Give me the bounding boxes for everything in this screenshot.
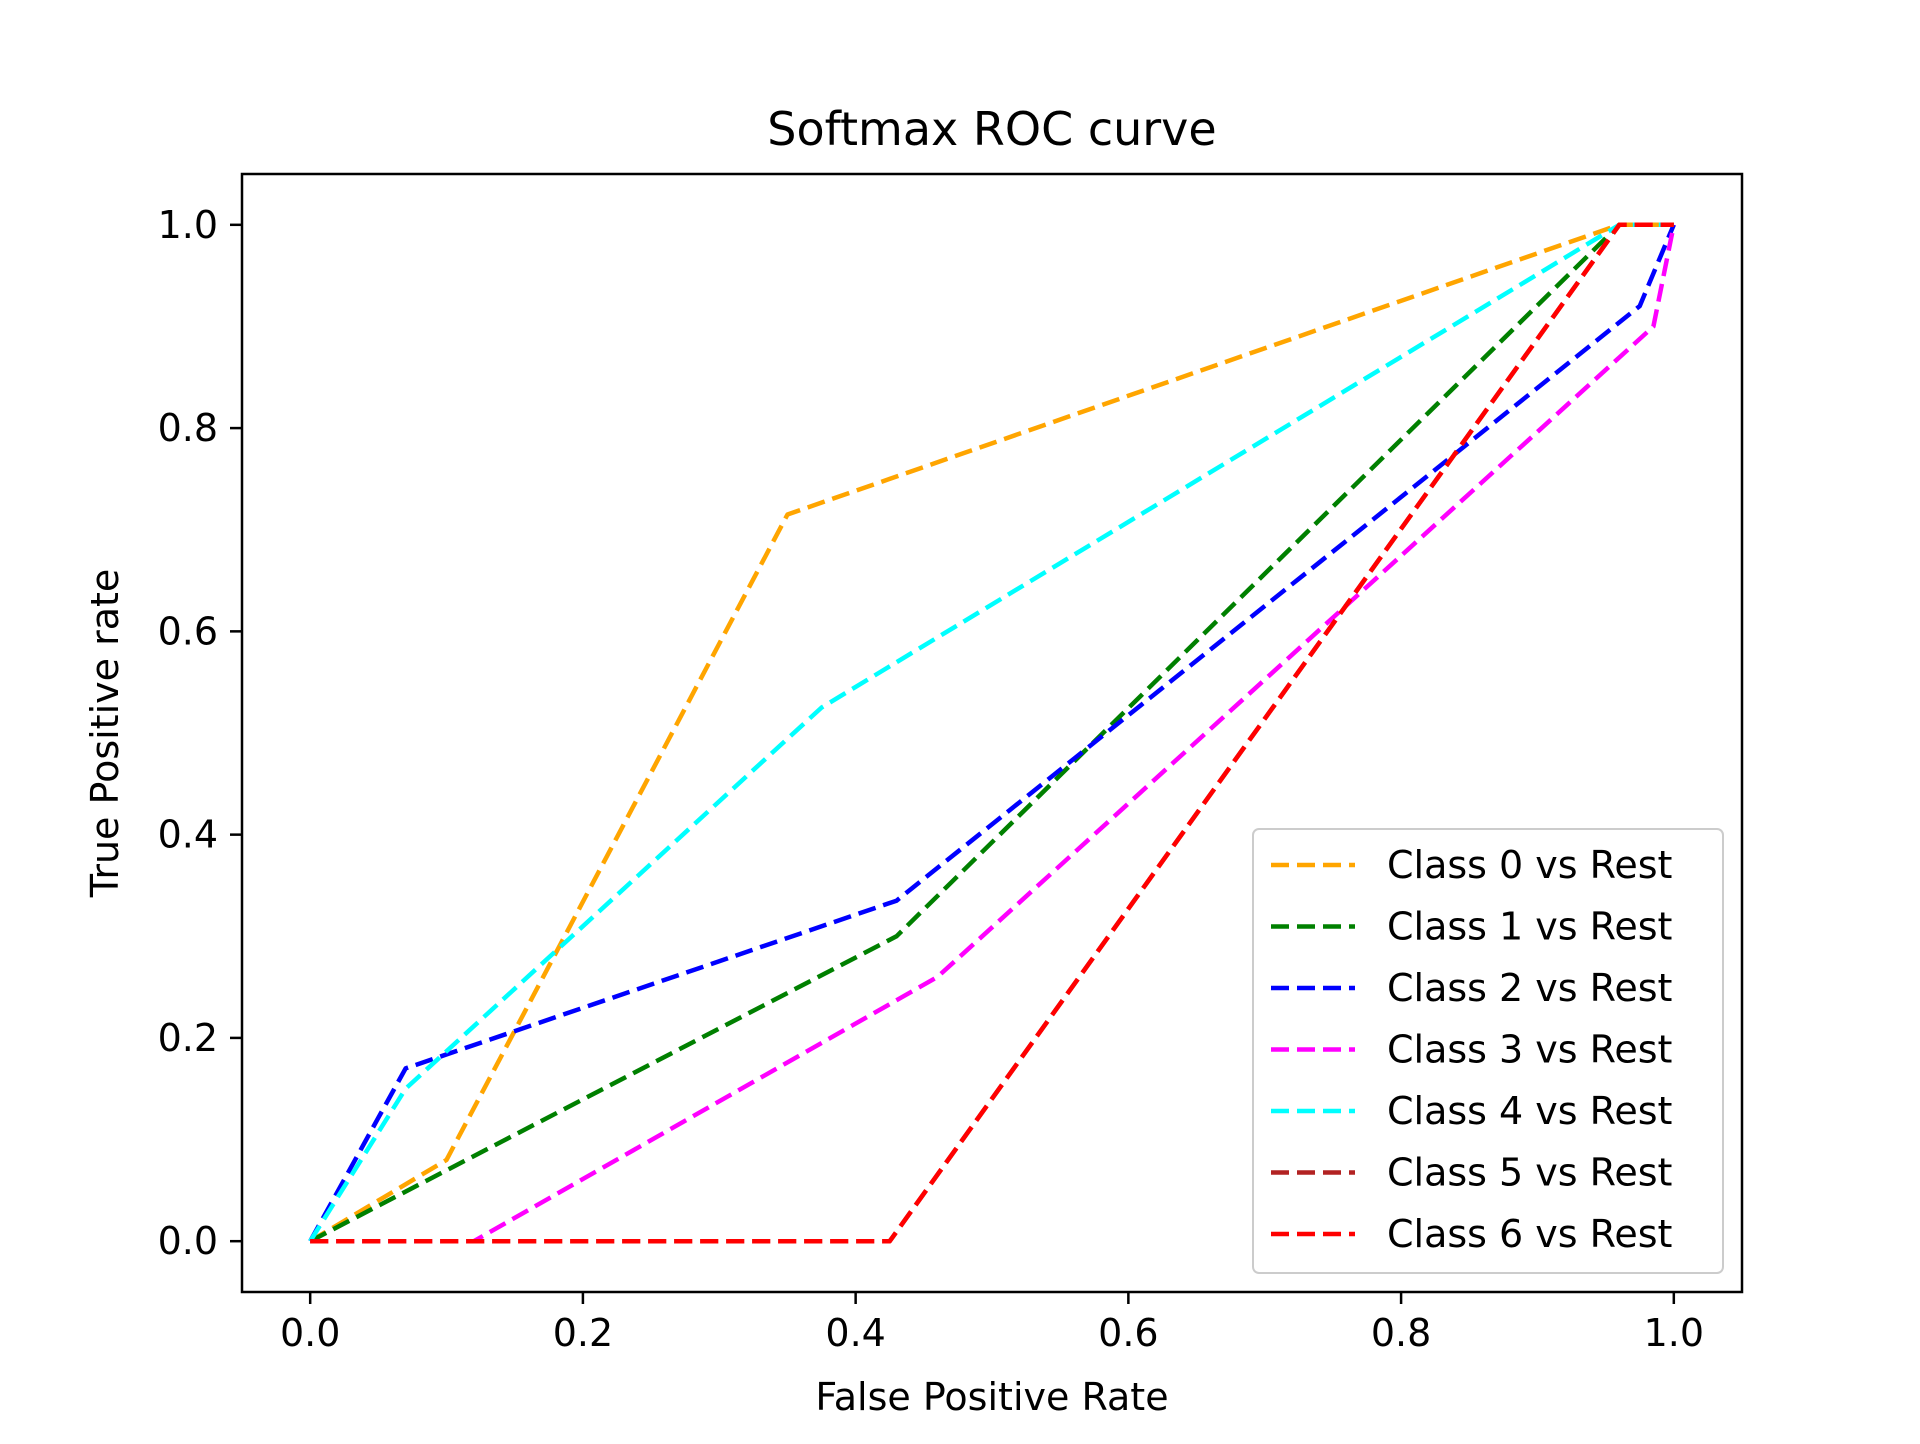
chart-title: Softmax ROC curve <box>767 102 1216 156</box>
legend-label-class-0: Class 0 vs Rest <box>1387 843 1672 887</box>
legend-label-class-5: Class 5 vs Rest <box>1387 1151 1672 1195</box>
legend: Class 0 vs Rest Class 1 vs Rest Class 2 vs… <box>1252 828 1724 1274</box>
y-tick-label: 0.2 <box>158 1016 218 1060</box>
legend-box <box>1252 828 1724 1274</box>
y-tick-label: 0.4 <box>158 813 218 857</box>
y-tick-label: 0.8 <box>158 406 218 450</box>
x-tick-label: 0.8 <box>1371 1311 1431 1355</box>
x-tick-label: 0.4 <box>825 1311 885 1355</box>
x-tick-label: 0.2 <box>553 1311 613 1355</box>
x-axis-ticks: 0.0 0.2 0.4 0.6 0.8 1.0 <box>280 1292 1704 1355</box>
legend-label-class-2: Class 2 vs Rest <box>1387 966 1672 1010</box>
series-line-class-2 <box>308 223 1676 1243</box>
x-tick-label: 0.6 <box>1098 1311 1158 1355</box>
x-tick-label: 1.0 <box>1644 1311 1704 1355</box>
series-line-class-6 <box>310 222 1674 1244</box>
x-axis-label: False Positive Rate <box>815 1375 1168 1419</box>
y-tick-label: 0.0 <box>158 1219 218 1263</box>
legend-label-class-6: Class 6 vs Rest <box>1387 1212 1672 1256</box>
y-tick-label: 0.6 <box>158 609 218 653</box>
y-axis-ticks: 0.0 0.2 0.4 0.6 0.8 1.0 <box>158 203 242 1263</box>
y-axis-label: True Positive rate <box>83 569 127 899</box>
x-tick-label: 0.0 <box>280 1311 340 1355</box>
legend-label-class-1: Class 1 vs Rest <box>1387 905 1672 949</box>
legend-label-class-4: Class 4 vs Rest <box>1387 1089 1672 1133</box>
axes-frame <box>240 172 1744 1294</box>
legend-label-class-3: Class 3 vs Rest <box>1387 1028 1672 1072</box>
y-tick-label: 1.0 <box>158 203 218 247</box>
series-line-class-0 <box>309 222 1674 1244</box>
plot-area <box>308 222 1677 1244</box>
